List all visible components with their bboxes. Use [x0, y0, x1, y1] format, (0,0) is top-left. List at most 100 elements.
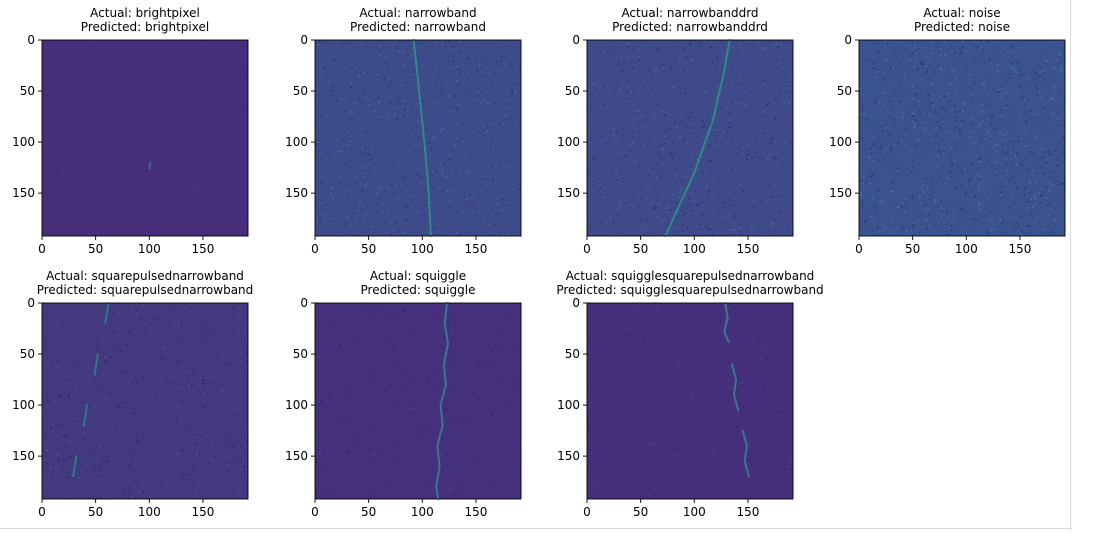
noise-speck [397, 448, 399, 451]
noise-speck [610, 448, 613, 451]
noise-speck [500, 195, 503, 198]
noise-speck [222, 379, 225, 382]
noise-speck [709, 320, 711, 323]
noise-speck [449, 312, 452, 315]
noise-speck [409, 143, 412, 146]
noise-speck [420, 181, 423, 184]
noise-speck [891, 138, 894, 141]
noise-speck [977, 104, 980, 107]
noise-speck [600, 485, 603, 488]
noise-speck [481, 88, 484, 91]
noise-speck [954, 126, 956, 129]
noise-speck [655, 93, 658, 96]
noise-speck [1026, 208, 1029, 211]
noise-speck [601, 128, 604, 131]
noise-speck [882, 201, 885, 204]
noise-speck [392, 395, 395, 398]
noise-speck [912, 114, 915, 117]
noise-speck [76, 50, 79, 53]
noise-speck [138, 96, 140, 99]
noise-speck [121, 393, 124, 396]
noise-speck [449, 314, 452, 317]
noise-speck [937, 154, 940, 157]
noise-speck [89, 313, 92, 316]
noise-speck [46, 318, 49, 321]
noise-speck [1011, 177, 1014, 180]
noise-speck [468, 89, 471, 92]
noise-speck [660, 136, 663, 139]
noise-speck [607, 223, 610, 226]
noise-speck [617, 232, 620, 235]
noise-speck [196, 105, 199, 108]
noise-speck [112, 454, 115, 457]
noise-speck [518, 119, 521, 122]
noise-speck [448, 154, 451, 157]
noise-speck [689, 189, 691, 192]
noise-speck [491, 350, 494, 352]
noise-speck [195, 442, 198, 445]
noise-speck [905, 174, 908, 176]
noise-speck [443, 337, 446, 340]
noise-speck [402, 48, 405, 51]
noise-speck [781, 443, 784, 446]
noise-speck [651, 162, 654, 165]
noise-speck [375, 202, 378, 204]
noise-speck [377, 128, 379, 131]
noise-speck [589, 493, 592, 496]
noise-speck [353, 127, 356, 130]
noise-speck [371, 59, 374, 62]
noise-speck [207, 327, 210, 330]
noise-speck [84, 427, 87, 430]
noise-speck [613, 81, 616, 84]
noise-speck [425, 140, 428, 143]
noise-speck [770, 340, 773, 343]
signal-trace-1 [664, 39, 731, 237]
noise-speck [886, 111, 889, 114]
noise-speck [982, 120, 985, 123]
x-tick-label: 100 [683, 242, 706, 256]
noise-speck [225, 105, 228, 108]
noise-speck [678, 209, 681, 212]
noise-speck [897, 206, 899, 209]
noise-speck [348, 183, 351, 186]
noise-speck [93, 468, 96, 471]
noise-speck [641, 115, 644, 118]
noise-speck [875, 69, 878, 72]
noise-speck [104, 108, 107, 111]
noise-speck [986, 167, 989, 170]
noise-speck [722, 217, 725, 219]
noise-speck [492, 163, 495, 165]
noise-speck [601, 348, 604, 351]
noise-speck [872, 143, 875, 146]
noise-speck [341, 87, 344, 90]
noise-speck [928, 105, 931, 108]
noise-speck [642, 227, 645, 230]
noise-speck [896, 197, 899, 199]
noise-speck [869, 139, 872, 141]
noise-speck [733, 215, 736, 218]
noise-speck [430, 148, 433, 151]
noise-speck [387, 488, 390, 491]
noise-speck [209, 376, 212, 379]
noise-speck [651, 226, 654, 229]
noise-speck [860, 137, 863, 140]
noise-speck [430, 486, 433, 489]
noise-speck [359, 135, 362, 138]
noise-speck [925, 177, 928, 180]
noise-speck [430, 146, 433, 149]
noise-speck [416, 189, 419, 191]
noise-speck [741, 210, 744, 213]
noise-speck [913, 227, 916, 230]
noise-speck [219, 393, 221, 396]
noise-speck [933, 201, 936, 204]
noise-speck [1030, 118, 1033, 121]
noise-speck [1043, 133, 1046, 136]
noise-speck [161, 355, 164, 358]
noise-speck [1027, 76, 1030, 79]
noise-speck [940, 200, 943, 202]
noise-speck [630, 465, 633, 468]
noise-speck [874, 76, 877, 79]
noise-speck [477, 421, 480, 424]
noise-speck [515, 473, 518, 476]
noise-speck [138, 346, 140, 349]
